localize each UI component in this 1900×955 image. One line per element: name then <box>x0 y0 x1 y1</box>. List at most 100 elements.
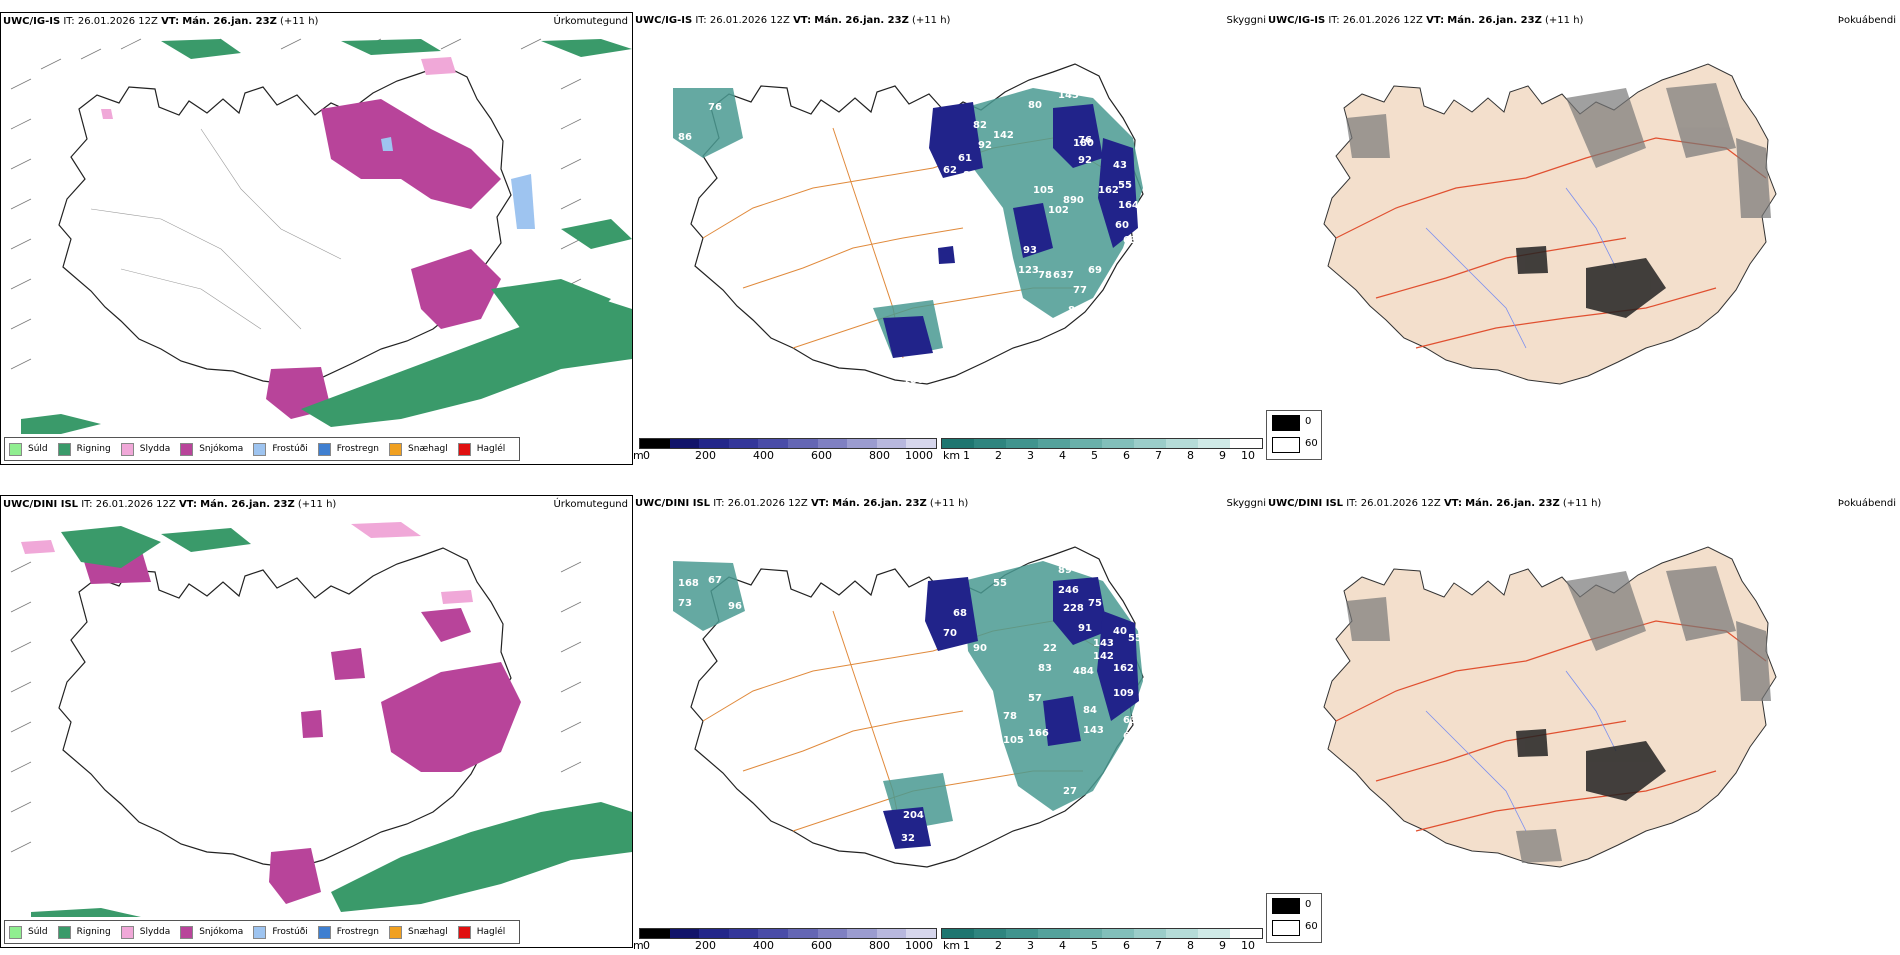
tick-label: 5 <box>1091 449 1098 462</box>
legend-swatch <box>389 925 403 939</box>
visibility-colorbar <box>941 928 1263 939</box>
panel-title: UWC/IG-IS IT: 26.01.2026 12Z VT: Mán. 26… <box>3 16 319 27</box>
svg-text:145: 145 <box>1058 90 1079 101</box>
colorbars: m 0 200 400 600 800 1000 km 1 2 3 4 5 6 … <box>633 438 1266 464</box>
svg-text:67: 67 <box>708 575 722 586</box>
legend-label: Snjókoma <box>199 444 244 454</box>
tick-label: 9 <box>1219 449 1226 462</box>
svg-text:86: 86 <box>678 132 692 143</box>
svg-text:105: 105 <box>1003 735 1024 746</box>
forecast-row-dini-isl: UWC/DINI ISL IT: 26.01.2026 12Z VT: Mán.… <box>0 495 1900 955</box>
legend-item: Súld <box>9 925 48 939</box>
fog-legend-swatch <box>1272 898 1300 914</box>
panel-title: UWC/DINI ISL IT: 26.01.2026 12Z VT: Mán.… <box>1268 498 1602 509</box>
legend-item: Snjókoma <box>180 925 243 939</box>
fog-map <box>1323 546 1777 868</box>
height-colorbar <box>639 928 937 939</box>
svg-text:168: 168 <box>678 578 699 589</box>
legend-item: Snæhagl <box>389 925 448 939</box>
svg-text:164: 164 <box>1118 200 1139 211</box>
fog-legend: 0 60 <box>1266 410 1322 460</box>
fog-legend-swatch <box>1272 437 1300 453</box>
svg-text:63: 63 <box>1123 715 1137 726</box>
legend-item: Slydda <box>120 925 170 939</box>
precip-legend: Súld Rigning Slydda Snjókoma Frostúði Fr… <box>4 920 521 944</box>
tick-label: 800 <box>869 939 890 952</box>
fog-legend-label: 0 <box>1305 416 1312 427</box>
svg-text:180: 180 <box>1073 138 1094 149</box>
svg-text:61: 61 <box>958 153 972 164</box>
tick-label: 5 <box>1091 939 1098 952</box>
svg-text:55: 55 <box>1118 180 1132 191</box>
legend-swatch <box>317 442 331 456</box>
precip-legend: Súld Rigning Slydda Snjókoma Frostúði Fr… <box>4 437 521 461</box>
svg-text:76: 76 <box>1078 135 1092 146</box>
legend-item: Frostúði <box>253 925 308 939</box>
svg-text:109: 109 <box>1113 688 1134 699</box>
legend-label: Súld <box>28 927 48 937</box>
legend-label: Frostúði <box>272 444 308 454</box>
panel-type-label: Þokuábendi <box>1837 15 1896 26</box>
svg-text:82: 82 <box>973 120 987 131</box>
legend-label: Frostúði <box>272 927 308 937</box>
legend-swatch <box>9 442 22 456</box>
legend-item: Snæhagl <box>389 442 448 456</box>
tick-label: 3 <box>1027 449 1034 462</box>
precip-type-panel: UWC/IG-IS IT: 26.01.2026 12Z VT: Mán. 26… <box>0 12 633 465</box>
tick-label: 9 <box>1219 939 1226 952</box>
tick-label: 6 <box>1123 449 1130 462</box>
tick-label: 400 <box>753 939 774 952</box>
fog-legend: 0 60 <box>1266 893 1322 943</box>
legend-item: Rigning <box>57 925 111 939</box>
legend-item: Frostregn <box>317 925 379 939</box>
legend-label: Snæhagl <box>408 927 448 937</box>
svg-text:155: 155 <box>918 390 939 401</box>
height-unit: m <box>633 939 644 952</box>
panel-title: UWC/IG-IS IT: 26.01.2026 12Z VT: Mán. 26… <box>1268 15 1584 26</box>
legend-swatch <box>120 925 134 939</box>
panel-type-label: Úrkomutegund <box>553 499 628 510</box>
svg-text:92: 92 <box>1078 155 1092 166</box>
svg-text:166: 166 <box>1028 728 1049 739</box>
tick-label: 600 <box>811 449 832 462</box>
tick-label: 4 <box>1059 939 1066 952</box>
svg-text:142: 142 <box>993 130 1014 141</box>
svg-text:162: 162 <box>1098 185 1119 196</box>
legend-swatch <box>9 925 22 939</box>
height-unit: m <box>633 449 644 462</box>
legend-item: Súld <box>9 442 48 456</box>
legend-item: Frostúði <box>253 442 308 456</box>
tick-label: 400 <box>753 449 774 462</box>
legend-swatch <box>120 442 134 456</box>
svg-text:104: 104 <box>1058 340 1079 351</box>
svg-text:637: 637 <box>1053 270 1074 281</box>
visibility-panel: UWC/DINI ISL IT: 26.01.2026 12Z VT: Mán.… <box>633 495 1266 955</box>
svg-text:70: 70 <box>905 709 919 720</box>
tick-label: 1000 <box>905 449 933 462</box>
panel-title: UWC/IG-IS IT: 26.01.2026 12Z VT: Mán. 26… <box>635 15 951 26</box>
legend-swatch <box>389 442 403 456</box>
tick-label: 10 <box>1241 449 1255 462</box>
svg-text:80: 80 <box>1028 100 1042 111</box>
fog-indicator-panel: UWC/IG-IS IT: 26.01.2026 12Z VT: Mán. 26… <box>1266 12 1900 472</box>
fog-legend-label: 60 <box>1305 438 1318 449</box>
tick-label: 1000 <box>905 939 933 952</box>
svg-text:890: 890 <box>1063 195 1084 206</box>
legend-item: Frostregn <box>317 442 379 456</box>
legend-swatch <box>253 925 267 939</box>
svg-text:123: 123 <box>973 207 994 218</box>
fog-legend-swatch <box>1272 920 1300 936</box>
svg-text:143: 143 <box>1083 725 1104 736</box>
svg-text:60: 60 <box>1115 220 1129 231</box>
svg-text:55: 55 <box>1128 633 1142 644</box>
fog-legend-swatch <box>1272 415 1300 431</box>
legend-label: Haglél <box>476 444 506 454</box>
svg-text:84: 84 <box>1083 705 1097 716</box>
fog-legend-label: 0 <box>1305 899 1312 910</box>
svg-text:63: 63 <box>1123 235 1137 246</box>
legend-item: Snjókoma <box>180 442 244 456</box>
svg-text:484: 484 <box>1073 666 1094 677</box>
precip-map <box>10 38 632 434</box>
svg-text:96: 96 <box>728 601 742 612</box>
tick-label: 200 <box>695 939 716 952</box>
